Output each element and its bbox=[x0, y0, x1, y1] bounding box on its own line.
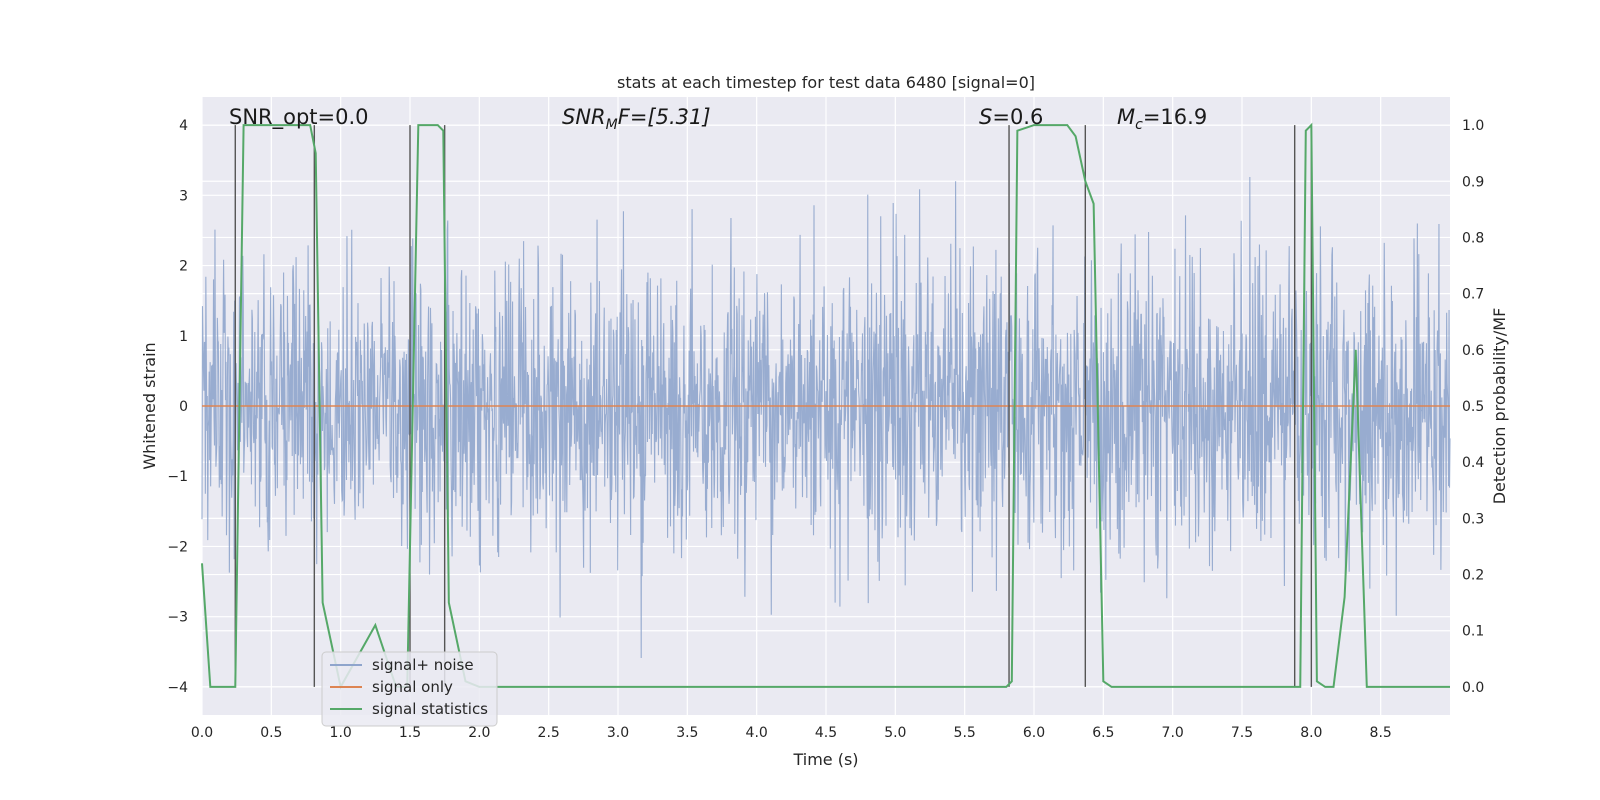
x-tick-label-3: 1.5 bbox=[399, 725, 421, 741]
y2-tick-label-7: 0.3 bbox=[1462, 511, 1484, 527]
y-tick-label-4: 0 bbox=[179, 399, 188, 415]
y2-tick-label-4: 0.6 bbox=[1462, 343, 1484, 359]
mc-rest: =16.9 bbox=[1143, 105, 1207, 129]
y2-tick-label-0: 1.0 bbox=[1462, 118, 1484, 134]
y2-axis-label: Detection probability/MF bbox=[1490, 308, 1509, 505]
y-tick-label-6: −2 bbox=[167, 539, 188, 555]
legend-box bbox=[321, 651, 498, 727]
x-tick-label-10: 5.0 bbox=[884, 725, 906, 741]
annotation-snr-opt: SNR_opt=0.0 bbox=[229, 105, 369, 130]
y2-tick-label-5: 0.5 bbox=[1462, 399, 1484, 415]
x-tick-label-17: 8.5 bbox=[1370, 725, 1392, 741]
s-rest: =0.6 bbox=[992, 105, 1043, 129]
legend-label-signal-plus-noise: signal+ noise bbox=[372, 656, 474, 674]
x-tick-label-14: 7.0 bbox=[1162, 725, 1184, 741]
s-var: S bbox=[979, 105, 992, 129]
y2-tick-label-9: 0.1 bbox=[1462, 624, 1484, 640]
y2-ticks: 1.0 0.9 0.8 0.7 0.6 0.5 0.4 0.3 0.2 0.1 0.0 bbox=[1462, 118, 1484, 696]
x-tick-label-15: 7.5 bbox=[1231, 725, 1253, 741]
y2-tick-label-1: 0.9 bbox=[1462, 174, 1484, 190]
snr-mf-base: SNR bbox=[562, 105, 606, 129]
y-axis-label: Whitened strain bbox=[140, 342, 159, 469]
x-tick-label-9: 4.5 bbox=[815, 725, 837, 741]
x-tick-label-2: 1.0 bbox=[330, 725, 352, 741]
y2-tick-label-10: 0.0 bbox=[1462, 680, 1484, 696]
legend-label-signal-statistics: signal statistics bbox=[372, 700, 488, 718]
y-tick-label-3: 1 bbox=[179, 329, 188, 345]
annotation-mc: Mc=16.9 bbox=[1117, 105, 1207, 133]
y-tick-label-0: 4 bbox=[179, 118, 188, 134]
x-tick-label-11: 5.5 bbox=[954, 725, 976, 741]
y2-tick-label-6: 0.4 bbox=[1462, 455, 1484, 471]
x-ticks: 0.0 0.5 1.0 1.5 2.0 2.5 3.0 3.5 4.0 4.5 5.0 5.5 6.0 6… bbox=[191, 725, 1392, 741]
y-tick-label-1: 3 bbox=[179, 188, 188, 204]
x-tick-label-13: 6.5 bbox=[1092, 725, 1114, 741]
snr-mf-rest: F=[5.31] bbox=[618, 105, 711, 129]
x-tick-label-0: 0.0 bbox=[191, 725, 213, 741]
y-ticks: 4 3 2 1 0 −1 −2 −3 −4 bbox=[167, 118, 188, 696]
y2-tick-label-2: 0.8 bbox=[1462, 230, 1484, 246]
x-tick-label-1: 0.5 bbox=[260, 725, 282, 741]
annotation-s: S=0.6 bbox=[979, 105, 1043, 129]
mc-sub: c bbox=[1135, 117, 1143, 133]
mc-base: M bbox=[1117, 105, 1135, 129]
x-tick-label-16: 8.0 bbox=[1300, 725, 1322, 741]
legend: signal+ noise signal only signal statist… bbox=[321, 651, 498, 727]
x-tick-label-8: 4.0 bbox=[746, 725, 768, 741]
annotation-snr-mf: SNRMF=[5.31] bbox=[562, 105, 711, 133]
snr-mf-sub: M bbox=[606, 117, 618, 133]
x-tick-label-4: 2.0 bbox=[468, 725, 490, 741]
y2-tick-label-8: 0.2 bbox=[1462, 568, 1484, 584]
y-tick-label-2: 2 bbox=[179, 259, 188, 275]
y-tick-label-5: −1 bbox=[167, 469, 188, 485]
legend-label-signal-only: signal only bbox=[372, 678, 453, 696]
y-tick-label-7: −3 bbox=[167, 610, 188, 626]
x-tick-label-7: 3.5 bbox=[676, 725, 698, 741]
x-tick-label-12: 6.0 bbox=[1023, 725, 1045, 741]
chart-title: stats at each timestep for test data 648… bbox=[617, 73, 1035, 92]
series-signal-statistics bbox=[201, 122, 1450, 690]
x-tick-label-5: 2.5 bbox=[538, 725, 560, 741]
signal-statistics-line bbox=[201, 122, 1450, 690]
x-axis-label: Time (s) bbox=[792, 750, 858, 769]
y2-tick-label-3: 0.7 bbox=[1462, 287, 1484, 303]
y-tick-label-8: −4 bbox=[167, 680, 188, 696]
x-tick-label-6: 3.0 bbox=[607, 725, 629, 741]
